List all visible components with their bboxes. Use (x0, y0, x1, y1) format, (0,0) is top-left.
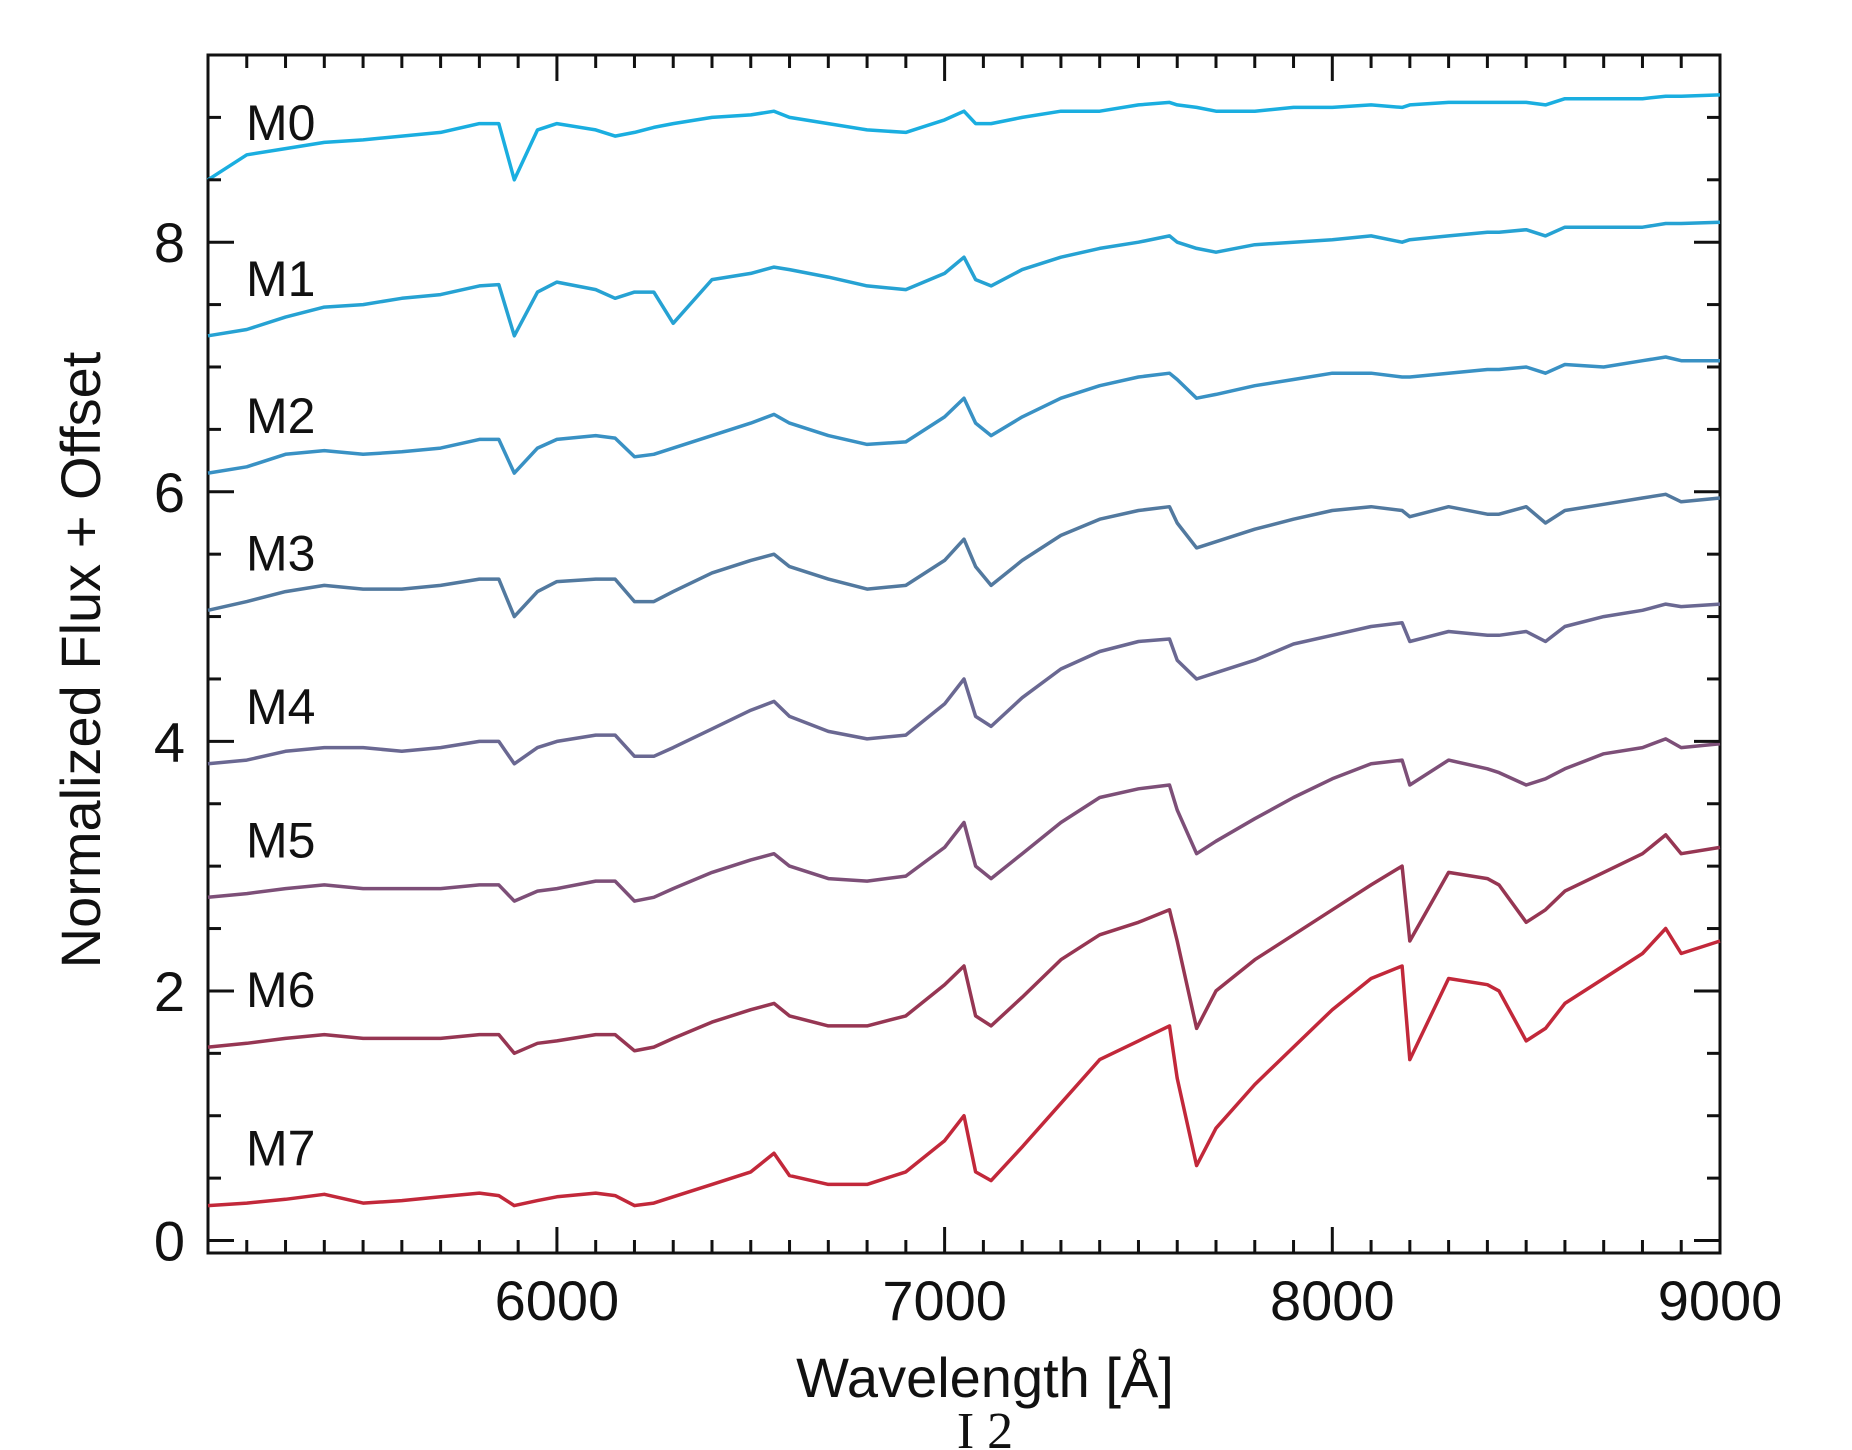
x-axis-label: Wavelength [Å] (796, 1346, 1174, 1409)
series-lines (207, 93, 1721, 1208)
series-label-m2: M2 (246, 388, 315, 444)
y-tick-label: 0 (154, 1210, 185, 1273)
x-tick-label: 8000 (1270, 1269, 1395, 1332)
series-label-m3: M3 (246, 525, 315, 581)
x-tick-label: 7000 (882, 1269, 1007, 1332)
series-label-m1: M1 (246, 251, 315, 307)
y-axis-label: Normalized Flux + Offset (49, 351, 112, 968)
series-line-m2 (207, 355, 1720, 475)
series-line-m5 (207, 737, 1721, 903)
series-label-m5: M5 (246, 812, 315, 868)
series-line-m6 (207, 833, 1721, 1056)
series-line-m4 (207, 602, 1721, 766)
y-tick-label: 2 (154, 960, 185, 1023)
y-tick-label: 6 (154, 461, 185, 524)
y-tick-label: 8 (154, 211, 185, 274)
plot-frame (206, 53, 1722, 1255)
y-axis-ticks: 0 2 4 6 8 (154, 53, 1720, 1273)
series-label-m7: M7 (246, 1121, 315, 1177)
series-label-m4: M4 (246, 679, 315, 735)
series-line-m3 (207, 492, 1721, 619)
plot-border (206, 53, 1722, 1255)
series-label-m6: M6 (246, 962, 315, 1018)
series-label-m0: M0 (246, 95, 315, 151)
series-line-m0 (207, 93, 1721, 182)
x-tick-label: 9000 (1658, 1269, 1783, 1332)
x-axis-ticks: 6000 7000 8000 9000 (206, 55, 1783, 1332)
series-labels: M0 M1 M2 M3 M4 M5 M6 M7 (246, 95, 315, 1177)
series-line-m1 (207, 220, 1721, 338)
x-tick-label: 6000 (495, 1269, 620, 1332)
below-figure-caption: I 2 (957, 1403, 1013, 1450)
y-tick-label: 4 (154, 710, 185, 773)
series-line-m7 (207, 926, 1721, 1208)
